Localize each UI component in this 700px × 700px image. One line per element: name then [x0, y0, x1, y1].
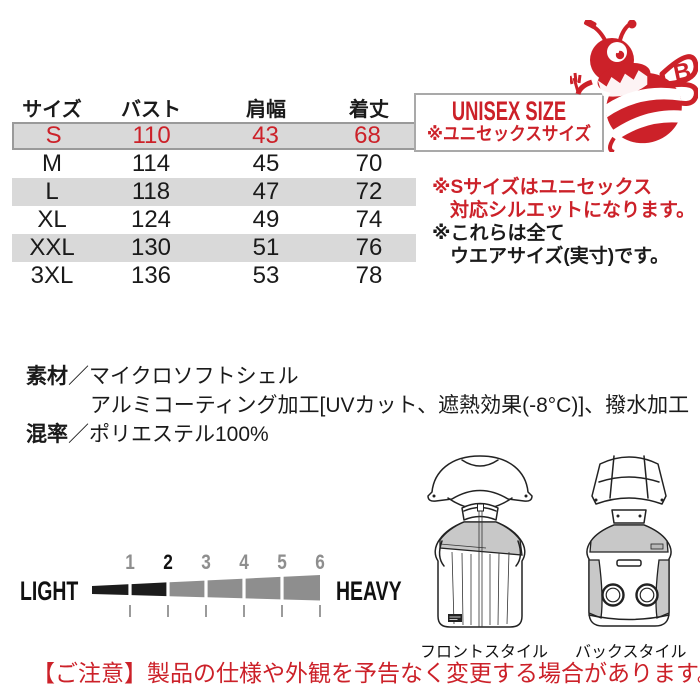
measurement-cell: 74	[355, 206, 383, 233]
material-detail: アルミコーティング加工[UVカット、遮熱効果(-8°C)]、撥水加工	[90, 394, 690, 417]
light-label: LIGHT	[20, 576, 79, 606]
table-row: 3XL 136 53 78	[12, 262, 416, 290]
measurement-cell: 130	[130, 234, 172, 261]
mixture-separator: ／	[68, 423, 89, 446]
wedge-segment-5	[245, 576, 281, 600]
size-table: サイズ バスト 肩幅 着丈 S 110 43 68 M 114 45 70 L 118 47 72 XL…	[12, 92, 416, 290]
wedge-segment-2	[131, 582, 167, 597]
scale-tick	[205, 605, 207, 617]
table-row: XXL 130 51 76	[12, 234, 416, 262]
measurement-cell: 78	[355, 262, 383, 289]
scale-tick	[167, 605, 169, 617]
size-cell: XXL	[29, 234, 75, 261]
scale-level-3: 3	[201, 551, 211, 574]
measurement-cell: 47	[252, 178, 280, 205]
scale-tick	[319, 605, 321, 617]
measurement-cell: 51	[252, 234, 280, 261]
column-header-bust: バスト	[121, 98, 181, 121]
note-unisex: ※Sサイズはユニセックス 対応シルエットになります。	[432, 176, 695, 222]
footer-notice: 【ご注意】製品の仕様や外観を予告なく変更する場合があります。	[32, 660, 700, 686]
badge-title: UNISEX SIZE	[451, 96, 567, 126]
scale-level-1: 1	[125, 551, 135, 574]
back-style-illustration	[586, 455, 672, 627]
wing-letter: B	[671, 57, 694, 87]
measurement-cell: 124	[130, 206, 172, 233]
scale-tick	[281, 605, 283, 617]
mixture-line: 混率／ポリエステル100%	[26, 420, 689, 449]
measurement-cell: 110	[132, 122, 171, 149]
material-name: マイクロソフトシェル	[89, 365, 299, 388]
measurement-cell: 53	[252, 262, 280, 289]
heavy-label: HEAVY	[336, 576, 402, 606]
table-row: L 118 47 72	[12, 178, 416, 206]
unisex-size-badge: UNISEX SIZE ※ユニセックスサイズ	[414, 93, 604, 152]
size-table-body: S 110 43 68 M 114 45 70 L 118 47 72 XL 124 49 74 XXL 130 5…	[12, 122, 416, 290]
measurement-cell: 68	[354, 122, 381, 149]
scale-level-4: 4	[239, 551, 249, 574]
note-line: ウエアサイズ(実寸)です。	[450, 246, 670, 267]
wedge-segment-6	[283, 575, 320, 601]
material-line: 素材／マイクロソフトシェル	[26, 362, 689, 391]
note-line: ※これらは全て	[432, 223, 565, 244]
measurement-cell: 49	[252, 206, 280, 233]
back-style-label: バックスタイル	[575, 644, 687, 661]
wedge-segment-3	[169, 580, 205, 598]
material-separator: ／	[68, 365, 89, 388]
table-row: XL 124 49 74	[12, 206, 416, 234]
size-cell: L	[45, 178, 59, 205]
scale-tick	[243, 605, 245, 617]
weight-scale: LIGHT HEAVY 1 2 3 4 5 6	[20, 548, 410, 620]
column-header-shoulder: 肩幅	[246, 98, 286, 121]
scale-tick	[129, 605, 131, 617]
scale-level-5: 5	[277, 551, 287, 574]
badge-subtitle: ※ユニセックスサイズ	[426, 124, 592, 144]
measurement-cell: 114	[131, 150, 171, 177]
measurement-cell: 72	[355, 178, 383, 205]
measurement-cell: 45	[252, 150, 280, 177]
size-cell: XL	[37, 206, 67, 233]
weight-wedge	[92, 575, 320, 601]
note-wear-size: ※これらは全て ウエアサイズ(実寸)です。	[432, 222, 669, 268]
mixture-value: ポリエステル100%	[89, 423, 269, 446]
note-line: ※Sサイズはユニセックス	[432, 177, 653, 198]
wedge-segment-1	[92, 584, 129, 596]
table-row: S 110 43 68	[12, 122, 416, 150]
front-style-illustration	[427, 455, 533, 628]
bee-mascot-icon: B	[570, 20, 698, 152]
table-row: M 114 45 70	[12, 150, 416, 178]
wedge-segment-4	[207, 578, 243, 599]
scale-level-6: 6	[315, 551, 325, 574]
size-cell: 3XL	[30, 262, 74, 289]
scale-level-2: 2	[163, 551, 173, 574]
column-header-length: 着丈	[349, 98, 389, 121]
measurement-cell: 70	[355, 150, 383, 177]
size-cell: M	[42, 150, 62, 177]
note-line: 対応シルエットになります。	[450, 200, 696, 221]
measurement-cell: 136	[130, 262, 172, 289]
materials-block: 素材／マイクロソフトシェル アルミコーティング加工[UVカット、遮熱効果(-8°…	[26, 362, 689, 449]
material-label: 素材	[26, 365, 68, 388]
front-style-label: フロントスタイル	[420, 644, 549, 661]
measurement-cell: 43	[252, 122, 279, 149]
size-cell: S	[45, 122, 62, 149]
column-header-size: サイズ	[22, 98, 82, 121]
mixture-label: 混率	[26, 423, 68, 446]
size-table-header: サイズ バスト 肩幅 着丈	[12, 92, 416, 122]
measurement-cell: 76	[355, 234, 383, 261]
measurement-cell: 118	[131, 178, 171, 205]
